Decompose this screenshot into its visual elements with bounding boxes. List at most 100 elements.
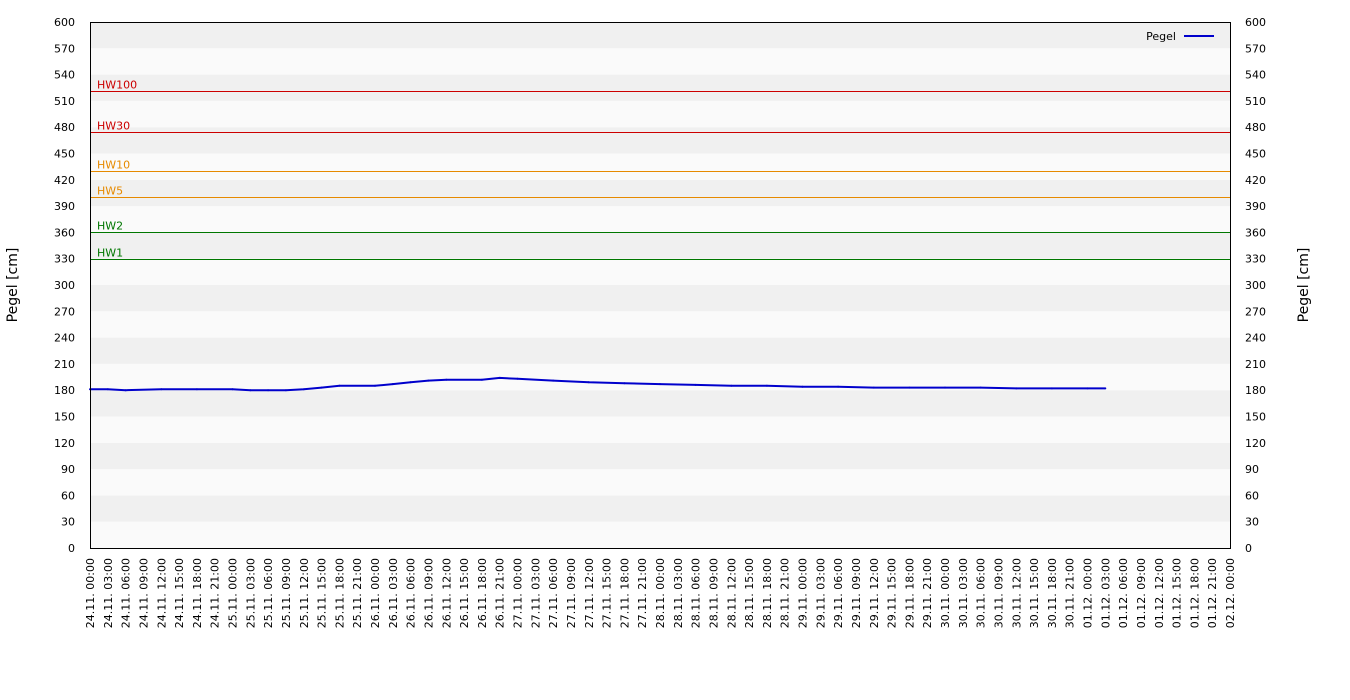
y-tick-label-right: 450 — [1245, 148, 1266, 161]
x-tick-label: 30.11. 03:00 — [957, 558, 970, 628]
x-tick-label: 28.11. 21:00 — [779, 558, 792, 628]
x-tick-label: 30.11. 09:00 — [992, 558, 1005, 628]
x-tick-label: 29.11. 18:00 — [903, 558, 916, 628]
x-tick-label: 01.12. 03:00 — [1099, 558, 1112, 628]
y-tick-label-right: 210 — [1245, 358, 1266, 371]
x-tick-label: 30.11. 12:00 — [1010, 558, 1023, 628]
threshold-lines: HW100 HW30 HW10 HW5 HW2 HW1 — [90, 79, 1230, 260]
data-point — [409, 381, 412, 384]
y-tick-label-right: 420 — [1245, 174, 1266, 187]
x-tick-label: 27.11. 15:00 — [601, 558, 614, 628]
data-point — [284, 389, 287, 392]
x-tick-label: 27.11. 03:00 — [529, 558, 542, 628]
x-tick-label: 25.11. 12:00 — [298, 558, 311, 628]
data-point — [623, 382, 626, 385]
y-tick-label-left: 600 — [54, 16, 75, 29]
data-point — [801, 385, 804, 388]
x-tick-label: 30.11. 18:00 — [1046, 558, 1059, 628]
x-tick-label: 29.11. 09:00 — [850, 558, 863, 628]
y-axis-title-left: Pegel [cm] — [5, 248, 21, 323]
x-tick-label: 29.11. 06:00 — [832, 558, 845, 628]
data-point — [1015, 387, 1018, 390]
y-tick-label-right: 90 — [1245, 463, 1259, 476]
y-tick-label-left: 90 — [61, 463, 75, 476]
legend-label-pegel: Pegel — [1146, 30, 1176, 43]
y-tick-label-left: 30 — [61, 516, 75, 529]
x-tick-label: 25.11. 18:00 — [333, 558, 346, 628]
x-tick-label: 25.11. 21:00 — [351, 558, 364, 628]
data-point — [480, 378, 483, 381]
data-point — [908, 386, 911, 389]
x-tick-label: 26.11. 00:00 — [369, 558, 382, 628]
grid-band — [90, 48, 1230, 75]
x-tick-label: 25.11. 15:00 — [316, 558, 329, 628]
data-point — [765, 384, 768, 387]
x-tick-label: 27.11. 12:00 — [583, 558, 596, 628]
grid-band — [90, 311, 1230, 338]
y-tick-label-right: 510 — [1245, 95, 1266, 108]
data-point — [249, 389, 252, 392]
x-tick-label: 28.11. 03:00 — [672, 558, 685, 628]
x-tick-label: 02.12. 00:00 — [1224, 558, 1237, 628]
y-tick-label-left: 390 — [54, 200, 75, 213]
x-tick-label: 01.12. 00:00 — [1082, 558, 1095, 628]
x-tick-label: 30.11. 15:00 — [1028, 558, 1041, 628]
x-tick-label: 26.11. 18:00 — [476, 558, 489, 628]
y-tick-label-right: 150 — [1245, 411, 1266, 424]
y-tick-label-left: 570 — [54, 42, 75, 55]
data-point — [427, 379, 430, 382]
grid-band — [90, 363, 1230, 391]
y-tick-label-right: 60 — [1245, 489, 1259, 502]
x-tick-label: 29.11. 03:00 — [814, 558, 827, 628]
data-point — [160, 388, 163, 391]
x-tick-label: 28.11. 12:00 — [725, 558, 738, 628]
y-axis-left: 0 30 60 90 120 150 180 210 240 270 300 330 360 390 420… — [54, 16, 75, 555]
x-tick-label: 27.11. 09:00 — [565, 558, 578, 628]
data-point — [587, 381, 590, 384]
data-point — [124, 389, 127, 392]
grid-band — [90, 258, 1230, 285]
data-point — [837, 385, 840, 388]
x-axis: 24.11. 00:00 24.11. 03:00 24.11. 06:00 24.1… — [84, 558, 1237, 628]
data-point — [979, 386, 982, 389]
x-tick-label: 27.11. 00:00 — [512, 558, 525, 628]
threshold-label-hw30: HW30 — [97, 120, 130, 133]
x-tick-label: 26.11. 03:00 — [387, 558, 400, 628]
y-tick-label-right: 120 — [1245, 437, 1266, 450]
data-point — [320, 386, 323, 389]
y-tick-label-left: 0 — [68, 542, 75, 555]
threshold-label-hw100: HW100 — [97, 79, 137, 92]
x-tick-label: 25.11. 00:00 — [227, 558, 240, 628]
data-point — [338, 384, 341, 387]
x-tick-label: 24.11. 12:00 — [155, 558, 168, 628]
x-tick-label: 29.11. 15:00 — [886, 558, 899, 628]
y-axis-title-right: Pegel [cm] — [1296, 248, 1312, 323]
data-point — [302, 388, 305, 391]
y-tick-label-right: 360 — [1245, 226, 1266, 239]
x-tick-label: 29.11. 12:00 — [868, 558, 881, 628]
x-tick-label: 27.11. 18:00 — [618, 558, 631, 628]
x-tick-label: 27.11. 06:00 — [547, 558, 560, 628]
data-point — [659, 383, 661, 386]
x-tick-label: 30.11. 06:00 — [975, 558, 988, 628]
x-tick-label: 29.11. 21:00 — [921, 558, 934, 628]
y-tick-label-right: 30 — [1245, 516, 1259, 529]
grid-band — [90, 22, 1230, 49]
grid-band — [90, 495, 1230, 522]
x-tick-label: 30.11. 21:00 — [1064, 558, 1077, 628]
grid-band — [90, 153, 1230, 180]
threshold-label-hw5: HW5 — [97, 185, 123, 198]
y-tick-label-left: 120 — [54, 437, 75, 450]
x-tick-label: 24.11. 06:00 — [120, 558, 133, 628]
x-tick-label: 25.11. 09:00 — [280, 558, 293, 628]
y-tick-label-left: 180 — [54, 384, 75, 397]
data-point — [730, 384, 733, 387]
data-point — [374, 384, 376, 387]
x-tick-label: 01.12. 09:00 — [1135, 558, 1148, 628]
y-tick-label-left: 270 — [54, 305, 75, 318]
x-tick-label: 28.11. 09:00 — [707, 558, 720, 628]
data-point — [1104, 387, 1107, 390]
grid-band — [90, 127, 1230, 154]
x-tick-label: 24.11. 21:00 — [209, 558, 222, 628]
